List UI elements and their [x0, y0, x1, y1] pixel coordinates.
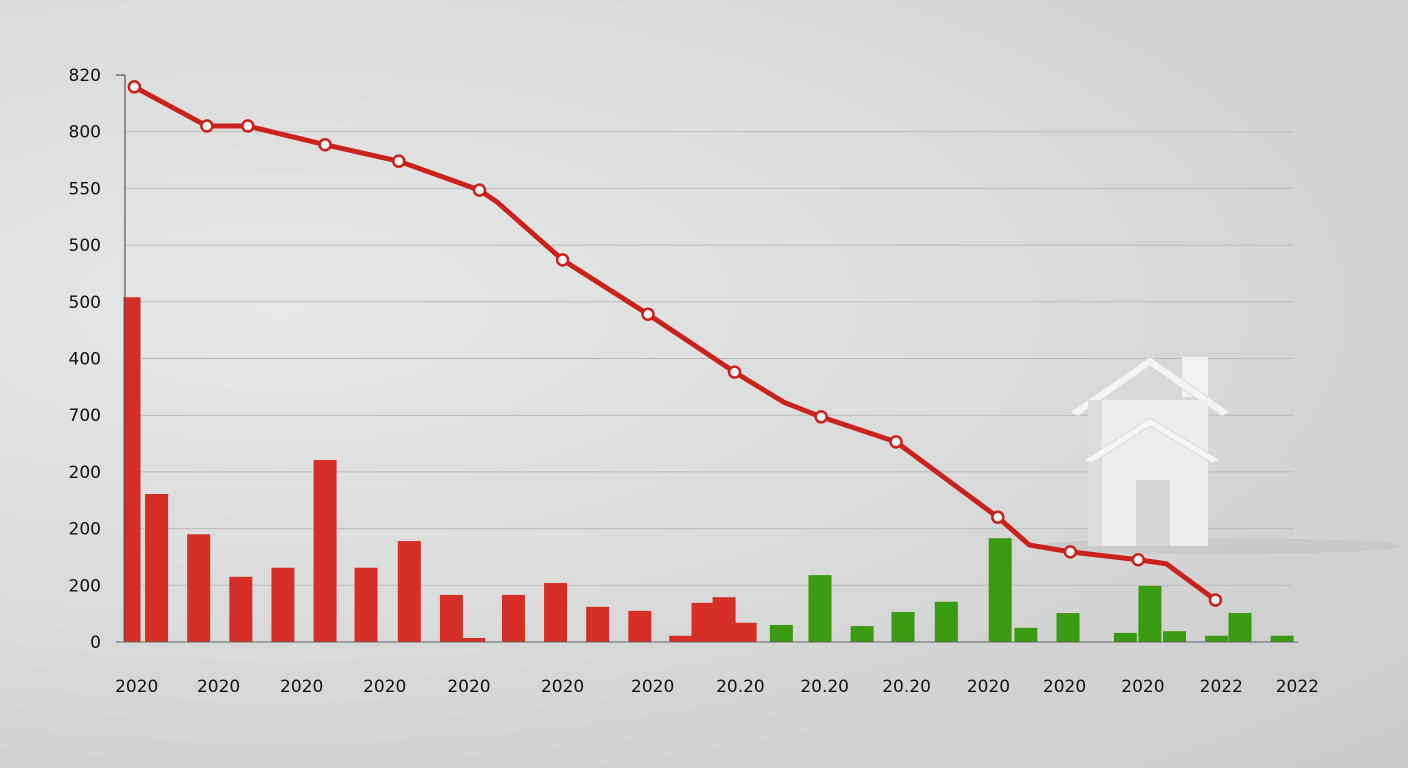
- y-tick-label: 550: [69, 179, 101, 199]
- line-point-marker: [241, 119, 255, 133]
- bar-decline: [586, 606, 610, 642]
- y-tick-label: 400: [69, 350, 101, 370]
- x-tick-label: 2020: [1121, 677, 1164, 697]
- x-tick-label: 20.20: [882, 677, 931, 697]
- bar-growth: [1113, 632, 1137, 642]
- y-tick-label: 200: [69, 463, 101, 483]
- line-point-marker: [127, 80, 142, 94]
- bar-decline: [501, 594, 525, 642]
- house-icon: [1040, 356, 1400, 554]
- line-point-marker: [814, 410, 828, 424]
- x-tick-label: 2020: [631, 677, 674, 697]
- bar-decline: [354, 567, 378, 642]
- y-tick-label: 820: [69, 66, 101, 86]
- y-tick-label: 500: [69, 236, 101, 256]
- x-tick-label: 2020: [541, 677, 584, 697]
- line-point-marker: [555, 253, 570, 267]
- line-point-marker: [727, 365, 742, 379]
- bar-growth: [1138, 585, 1162, 642]
- y-tick-label: 700: [69, 406, 101, 426]
- bar-decline: [669, 635, 693, 642]
- x-tick-label: 2022: [1200, 677, 1243, 697]
- bar-decline: [313, 459, 337, 642]
- y-tick-label: 500: [69, 293, 101, 313]
- x-tick-label: 2020: [363, 677, 406, 697]
- bar-decline: [397, 541, 421, 642]
- bar-decline: [229, 576, 253, 642]
- bar-growth: [1162, 631, 1186, 642]
- bar-growth: [1056, 613, 1080, 642]
- y-tick-label: 0: [90, 633, 101, 653]
- x-tick-label: 2020: [197, 677, 240, 697]
- line-point-marker: [1131, 553, 1145, 567]
- line-point-marker: [318, 137, 332, 152]
- trend-line: [131, 84, 1218, 603]
- bar-decline: [462, 638, 486, 642]
- bar-growth: [1228, 613, 1252, 642]
- x-tick-label: 2020: [447, 677, 490, 697]
- x-tick-label: 2020: [115, 677, 158, 697]
- bar-decline: [733, 622, 757, 642]
- x-tick-label: 2022: [1276, 677, 1319, 697]
- bar-decline: [544, 583, 568, 642]
- bar-decline: [145, 494, 169, 642]
- line-point-marker: [641, 307, 655, 322]
- line-point-marker: [1208, 593, 1223, 607]
- y-tick-label: 200: [69, 520, 101, 540]
- line-point-marker: [1063, 545, 1078, 559]
- bar-decline: [439, 594, 463, 642]
- bar-growth: [891, 611, 915, 642]
- y-tick-label: 800: [69, 123, 101, 143]
- bar-growth: [1205, 635, 1229, 642]
- line-point-marker: [392, 154, 406, 168]
- line-point-marker: [200, 119, 214, 133]
- bar-decline: [187, 534, 211, 642]
- line-series: [127, 80, 1223, 607]
- x-tick-label: 2020: [967, 677, 1010, 697]
- bar-growth: [988, 538, 1012, 642]
- bar-growth: [850, 626, 874, 642]
- bar-growth: [1270, 635, 1294, 642]
- bar-growth: [1014, 627, 1038, 642]
- x-tick-label: 20.20: [716, 677, 765, 697]
- line-point-marker: [889, 435, 903, 449]
- line-point-marker: [472, 183, 487, 197]
- bar-decline: [123, 297, 141, 642]
- x-tick-label: 2020: [1043, 677, 1086, 697]
- bar-decline: [628, 610, 652, 642]
- y-tick-label: 200: [69, 576, 101, 596]
- bar-growth: [934, 601, 958, 642]
- x-axis-ticks: 2020 2020 2020 2020 2020 2020 2020 20.20 20.20 20…: [115, 677, 1319, 697]
- bar-decline: [712, 597, 736, 642]
- bar-decline: [691, 602, 715, 642]
- bar-growth: [769, 624, 793, 642]
- bar-series: [123, 297, 1294, 642]
- bar-growth: [808, 575, 832, 642]
- y-axis-ticks: 820 800 550 500 500 400 700 200 200 200 0: [69, 66, 101, 653]
- bar-decline: [271, 567, 295, 642]
- x-tick-label: 2020: [280, 677, 323, 697]
- line-point-marker: [991, 510, 1005, 525]
- x-tick-label: 20.20: [800, 677, 849, 697]
